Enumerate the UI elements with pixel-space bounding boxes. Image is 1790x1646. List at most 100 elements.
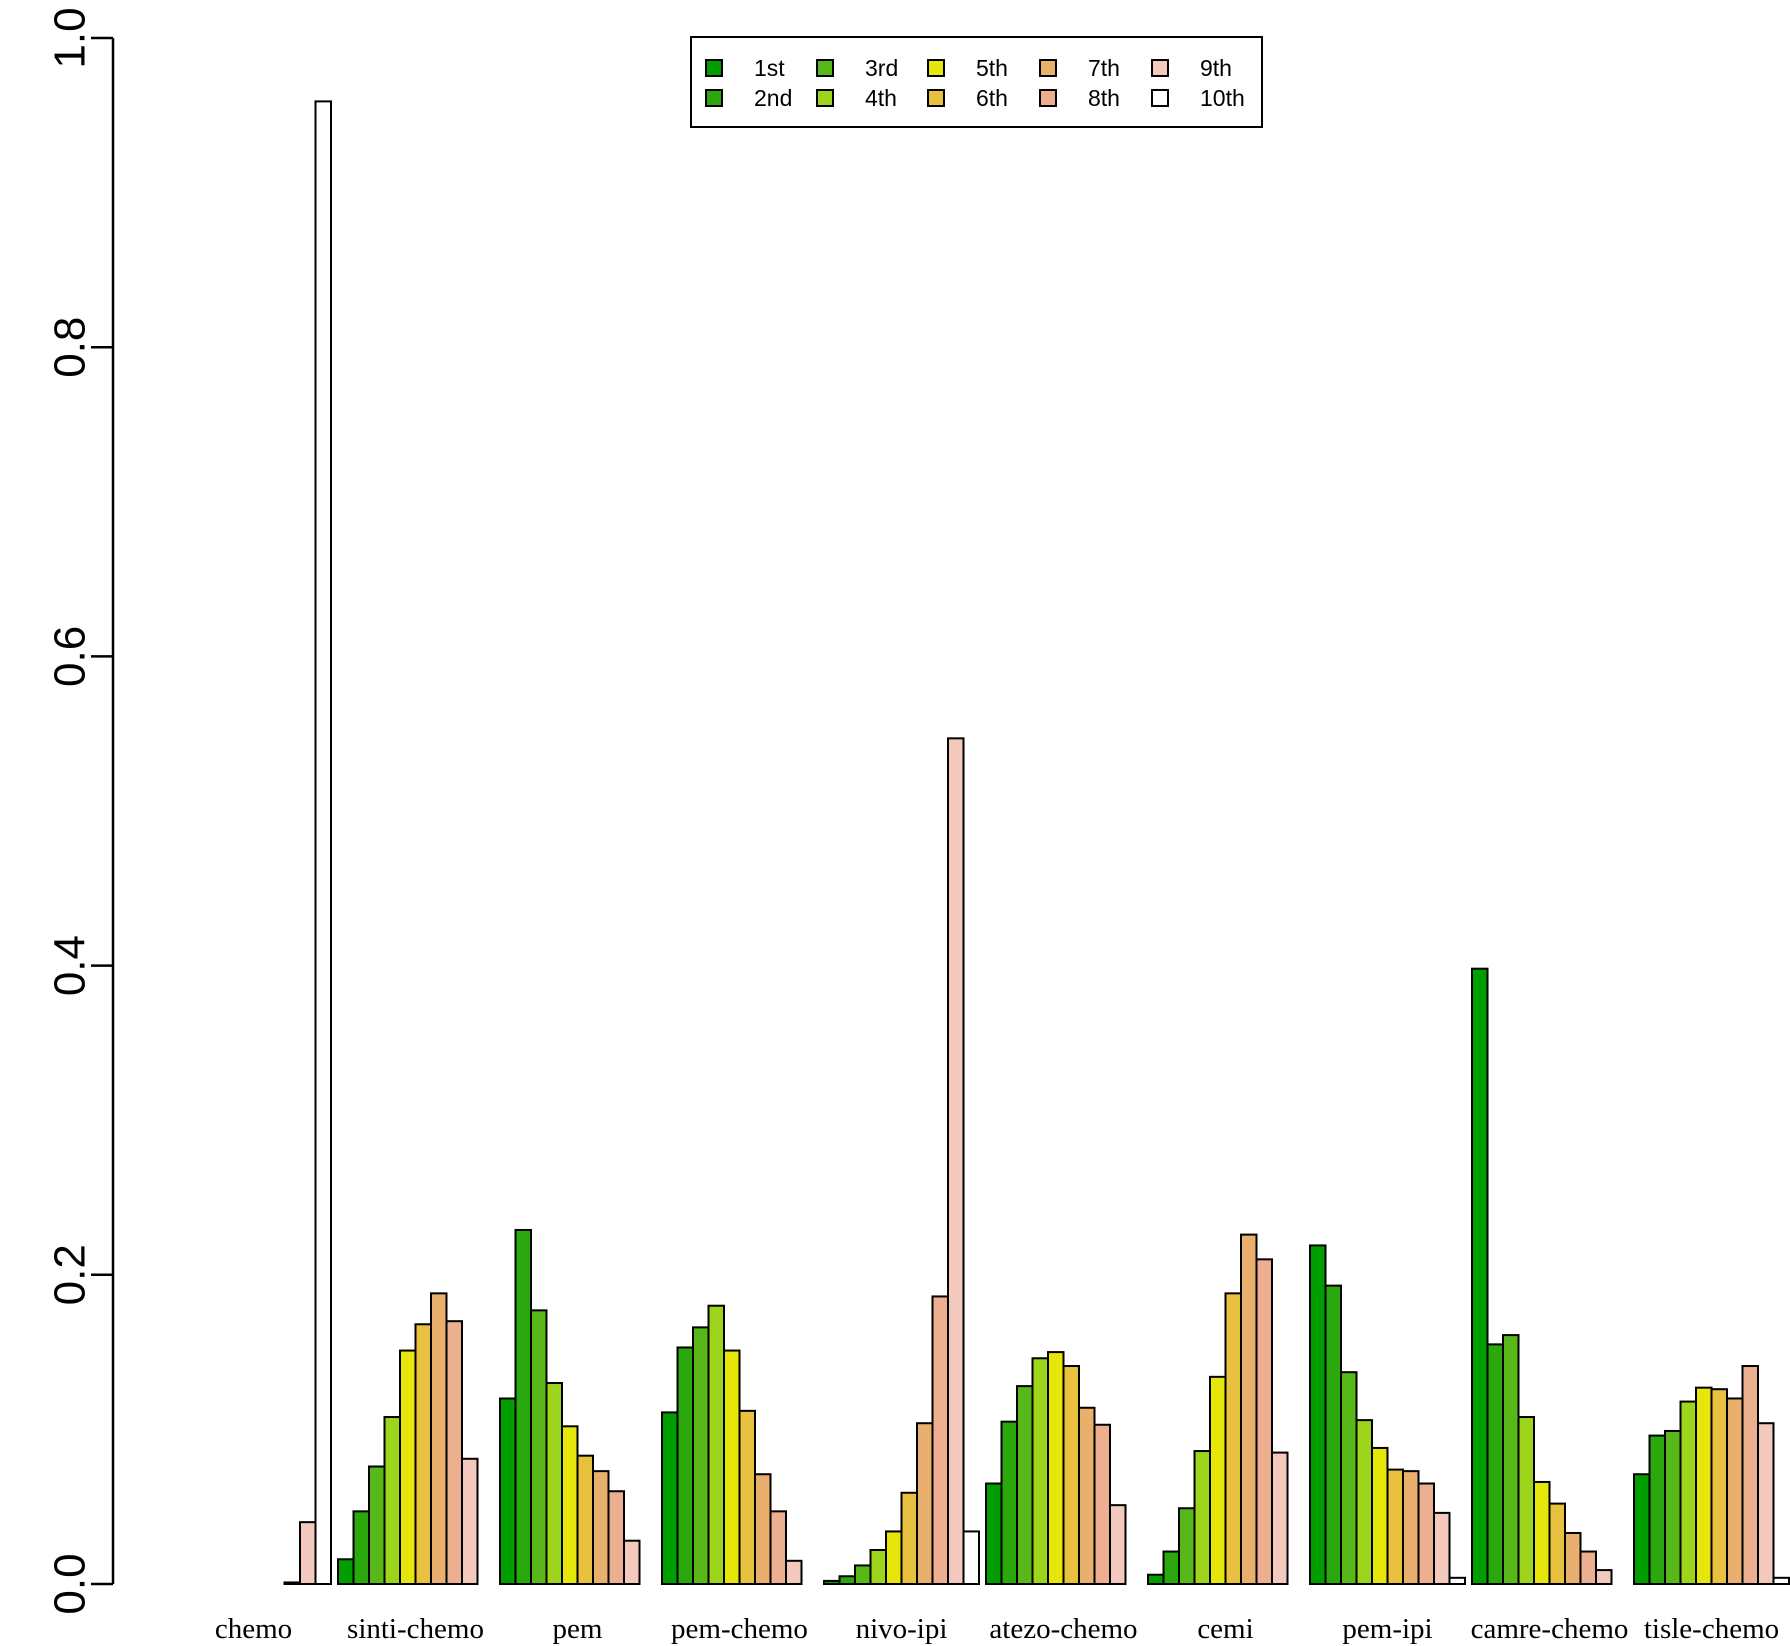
bar — [530, 1309, 548, 1586]
bar — [1147, 1573, 1165, 1585]
bar — [661, 1411, 679, 1586]
bar — [785, 1559, 803, 1586]
bar — [399, 1349, 417, 1585]
bar — [676, 1346, 694, 1586]
bar — [1471, 967, 1489, 1585]
bar — [1031, 1357, 1049, 1586]
bar — [754, 1473, 772, 1586]
bar-group — [1147, 1233, 1289, 1586]
bar — [1548, 1502, 1566, 1586]
bar-group — [499, 1228, 641, 1586]
bar — [299, 1521, 317, 1586]
x-category-label: chemo — [215, 1613, 292, 1645]
x-category-label: pem — [553, 1613, 603, 1645]
x-category-label: tisle-chemo — [1644, 1613, 1779, 1645]
bar — [623, 1539, 641, 1586]
bar — [1502, 1334, 1520, 1585]
y-tick-label: 1.0 — [46, 7, 95, 68]
bar — [607, 1490, 625, 1585]
bar — [1178, 1507, 1196, 1585]
bar — [962, 1530, 980, 1586]
legend-swatch — [705, 89, 723, 107]
bar — [337, 1558, 355, 1586]
bar — [985, 1482, 1003, 1586]
bar — [1386, 1468, 1404, 1585]
legend-label: 10th — [1200, 85, 1245, 111]
bar — [1016, 1385, 1034, 1586]
bar — [916, 1422, 934, 1585]
bar — [1595, 1569, 1613, 1586]
y-tick-label: 0.4 — [46, 935, 95, 996]
bar — [1255, 1258, 1273, 1585]
legend-box — [690, 36, 1263, 128]
bar — [1695, 1386, 1713, 1585]
bar — [1417, 1482, 1435, 1586]
bar — [769, 1510, 787, 1586]
legend-swatch — [816, 59, 834, 77]
legend-label: 7th — [1088, 55, 1120, 81]
y-tick-label: 0.6 — [46, 626, 95, 687]
bar — [1402, 1470, 1420, 1585]
legend-swatch — [816, 89, 834, 107]
bar-group — [337, 1292, 479, 1586]
y-tick-label: 0.0 — [46, 1553, 95, 1614]
bar — [1726, 1397, 1744, 1585]
bar — [283, 1581, 301, 1585]
bar — [707, 1304, 725, 1585]
legend: 1st 2nd 3rd 4th 5th 6th 7th 8th 9th 10th — [690, 36, 1263, 128]
bar — [430, 1292, 448, 1586]
bar — [723, 1349, 741, 1585]
bar — [1648, 1434, 1666, 1585]
bar — [1633, 1473, 1651, 1586]
bar — [1564, 1531, 1582, 1586]
bar — [545, 1382, 563, 1586]
bar — [1078, 1406, 1096, 1585]
bar — [1224, 1292, 1242, 1586]
bar — [1093, 1423, 1111, 1585]
x-category-label: sinti-chemo — [347, 1613, 484, 1645]
bar-group — [283, 100, 332, 1586]
bar — [823, 1579, 841, 1585]
bar — [869, 1548, 887, 1586]
bar — [1371, 1446, 1389, 1586]
bar — [1579, 1550, 1597, 1586]
x-category-label: pem-chemo — [671, 1613, 808, 1645]
bar — [383, 1416, 401, 1585]
bar — [1240, 1233, 1258, 1585]
bar — [1757, 1422, 1775, 1585]
bar — [692, 1326, 710, 1585]
bar — [947, 737, 965, 1585]
legend-label: 4th — [865, 85, 897, 111]
bar — [1772, 1576, 1790, 1586]
legend-label: 1st — [754, 55, 785, 81]
bar — [1162, 1550, 1180, 1586]
legend-swatch — [1039, 89, 1057, 107]
legend-swatch — [1151, 59, 1169, 77]
bar — [1109, 1504, 1127, 1586]
y-tick-label: 0.8 — [46, 317, 95, 378]
bar — [314, 100, 332, 1586]
bar — [1486, 1343, 1504, 1585]
bar — [352, 1510, 370, 1586]
bar — [1533, 1480, 1551, 1585]
bar — [1309, 1244, 1327, 1586]
y-tick-label: 0.2 — [46, 1244, 95, 1305]
legend-swatch — [1039, 59, 1057, 77]
bar — [1340, 1371, 1358, 1585]
bar — [738, 1409, 756, 1586]
bar — [1433, 1511, 1451, 1586]
bar — [1000, 1420, 1018, 1586]
x-category-label: nivo-ipi — [856, 1613, 948, 1645]
bar — [1047, 1351, 1065, 1585]
bar — [838, 1575, 856, 1586]
x-category-label: cemi — [1197, 1613, 1253, 1645]
bar-group — [661, 1304, 803, 1586]
bar-group — [1633, 1365, 1790, 1586]
bar — [1664, 1429, 1682, 1586]
bar — [1710, 1388, 1728, 1585]
bar — [592, 1470, 610, 1585]
bar — [499, 1397, 517, 1585]
bar — [1062, 1365, 1080, 1586]
